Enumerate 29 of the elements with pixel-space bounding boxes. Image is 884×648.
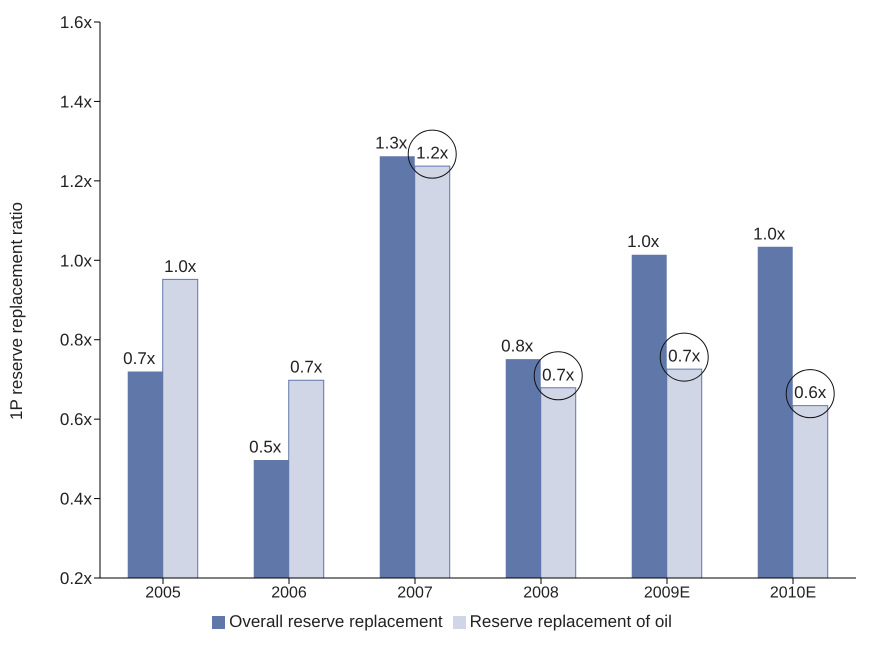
y-tick-label: 0.2x [60,569,92,588]
data-label: 0.7x [542,365,575,384]
x-tick-label: 2009E [644,584,690,602]
x-tick-label: 2010E [770,584,816,602]
x-tick-label: 2008 [523,584,559,602]
y-tick-label: 0.6x [60,410,92,430]
legend-label: Reserve replacement of oil [470,612,672,631]
y-tick-label: 0.4x [60,490,92,509]
y-tick-label: 1.0x [60,251,92,270]
y-axis-title: 1P reserve replacement ratio [7,202,26,420]
data-label: 0.7x [290,358,323,377]
data-label: 0.7x [123,348,156,368]
y-tick-label: 1.4x [60,92,92,112]
x-tick-label: 2007 [397,584,433,602]
data-label: 1.2x [416,144,449,163]
x-tick-label: 2005 [145,584,181,602]
x-tick-label: 2006 [271,584,307,602]
y-tick-label: 0.8x [60,330,92,350]
data-label: 0.8x [501,336,534,356]
legend-label: Overall reserve replacement [229,612,443,631]
y-tick-label: 1.2x [60,172,92,191]
data-label: 0.6x [794,383,827,402]
data-label: 0.7x [668,346,701,366]
y-tick-label: 1.6x [60,13,92,32]
data-label: 1.3x [375,134,408,153]
data-label: 1.0x [627,232,660,252]
data-label: 1.0x [753,224,786,244]
data-label: 1.0x [164,256,197,276]
data-label: 0.5x [249,438,282,457]
